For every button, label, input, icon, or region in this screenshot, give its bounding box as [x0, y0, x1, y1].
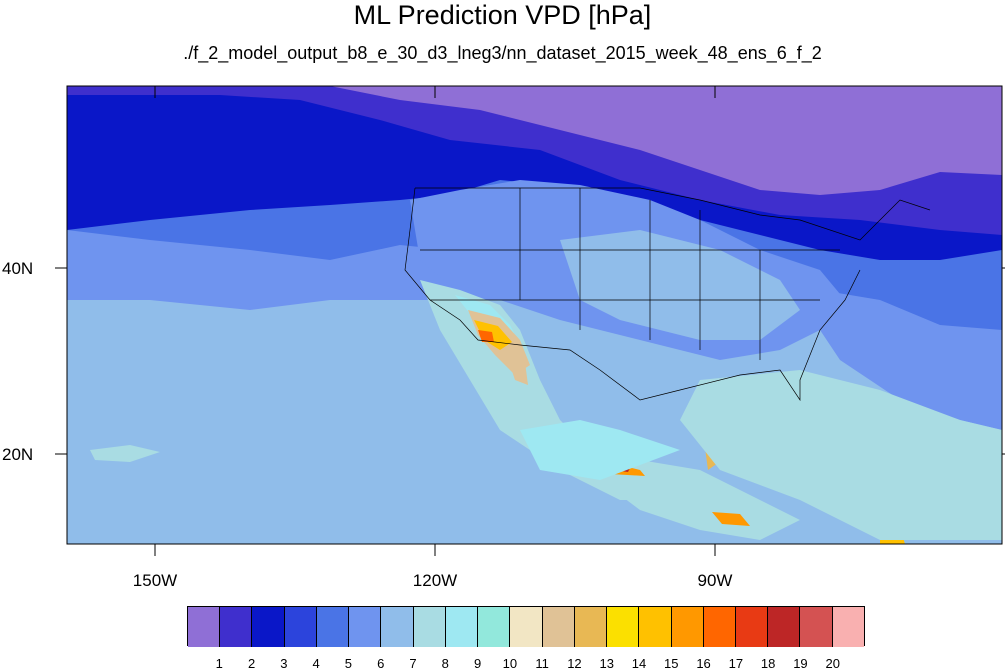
colorbar-label: 4 [312, 656, 320, 671]
colorbar-box [349, 607, 382, 647]
lat-label-20n: 20N [2, 445, 33, 464]
lon-label-150w: 150W [133, 571, 177, 590]
colorbar-label: 16 [696, 656, 711, 671]
colorbar-label: 20 [825, 656, 840, 671]
colorbar-box [478, 607, 511, 647]
colorbar-label: 12 [567, 656, 582, 671]
colorbar-label: 18 [760, 656, 776, 671]
colorbar-label: 15 [664, 656, 679, 671]
map-title: ML Prediction VPD [hPa] [353, 0, 652, 30]
colorbar-label: 6 [377, 656, 385, 671]
colorbar-label: 5 [344, 656, 353, 671]
colorbar-label: 17 [728, 656, 744, 671]
colorbar-labels: 1 2 3 4 5 6 7 8 9 10 11 12 13 14 15 16 17 18 19 20 [187, 656, 865, 672]
colorbar-box [607, 607, 640, 647]
lon-label-90w: 90W [698, 571, 733, 590]
colorbar-box [188, 607, 221, 647]
colorbar-box [768, 607, 801, 647]
colorbar-box [703, 607, 736, 647]
colorbar-box [574, 607, 608, 647]
colorbar-box [510, 607, 543, 647]
map-subtitle: ./f_2_model_output_b8_e_30_d3_lneg3/nn_d… [183, 43, 822, 63]
colorbar-box [445, 607, 479, 647]
vpd-field [67, 86, 1002, 544]
colorbar-label: 2 [247, 656, 256, 671]
colorbar-box [671, 607, 704, 647]
colorbar-box [832, 607, 864, 647]
colorbar-label: 19 [793, 656, 808, 671]
colorbar-box [639, 607, 672, 647]
colorbar-label: 7 [409, 656, 417, 671]
boundary-lines [404, 187, 931, 402]
colorbar-box [284, 607, 317, 647]
colorbar-box [800, 607, 833, 647]
colorbar-box [316, 607, 350, 647]
colorbar-label: 13 [599, 656, 614, 671]
colorbar-label: 8 [441, 656, 449, 671]
colorbar-label: 1 [215, 656, 223, 671]
colorbar-box [220, 607, 253, 647]
colorbar-label: 14 [631, 656, 647, 671]
colorbar-box [735, 607, 769, 647]
map-frame [66, 85, 1003, 545]
colorbar-label: 11 [535, 656, 549, 671]
colorbar-label: 9 [473, 656, 482, 671]
colorbar-box [542, 607, 575, 647]
colorbar-label: 10 [502, 656, 518, 671]
colorbar-box [252, 607, 285, 647]
colorbar-label: 3 [280, 656, 288, 671]
colorbar [187, 606, 865, 647]
lon-label-120w: 120W [413, 571, 457, 590]
colorbar-box [381, 607, 414, 647]
colorbar-box [413, 607, 446, 647]
lat-label-40n: 40N [2, 259, 33, 278]
